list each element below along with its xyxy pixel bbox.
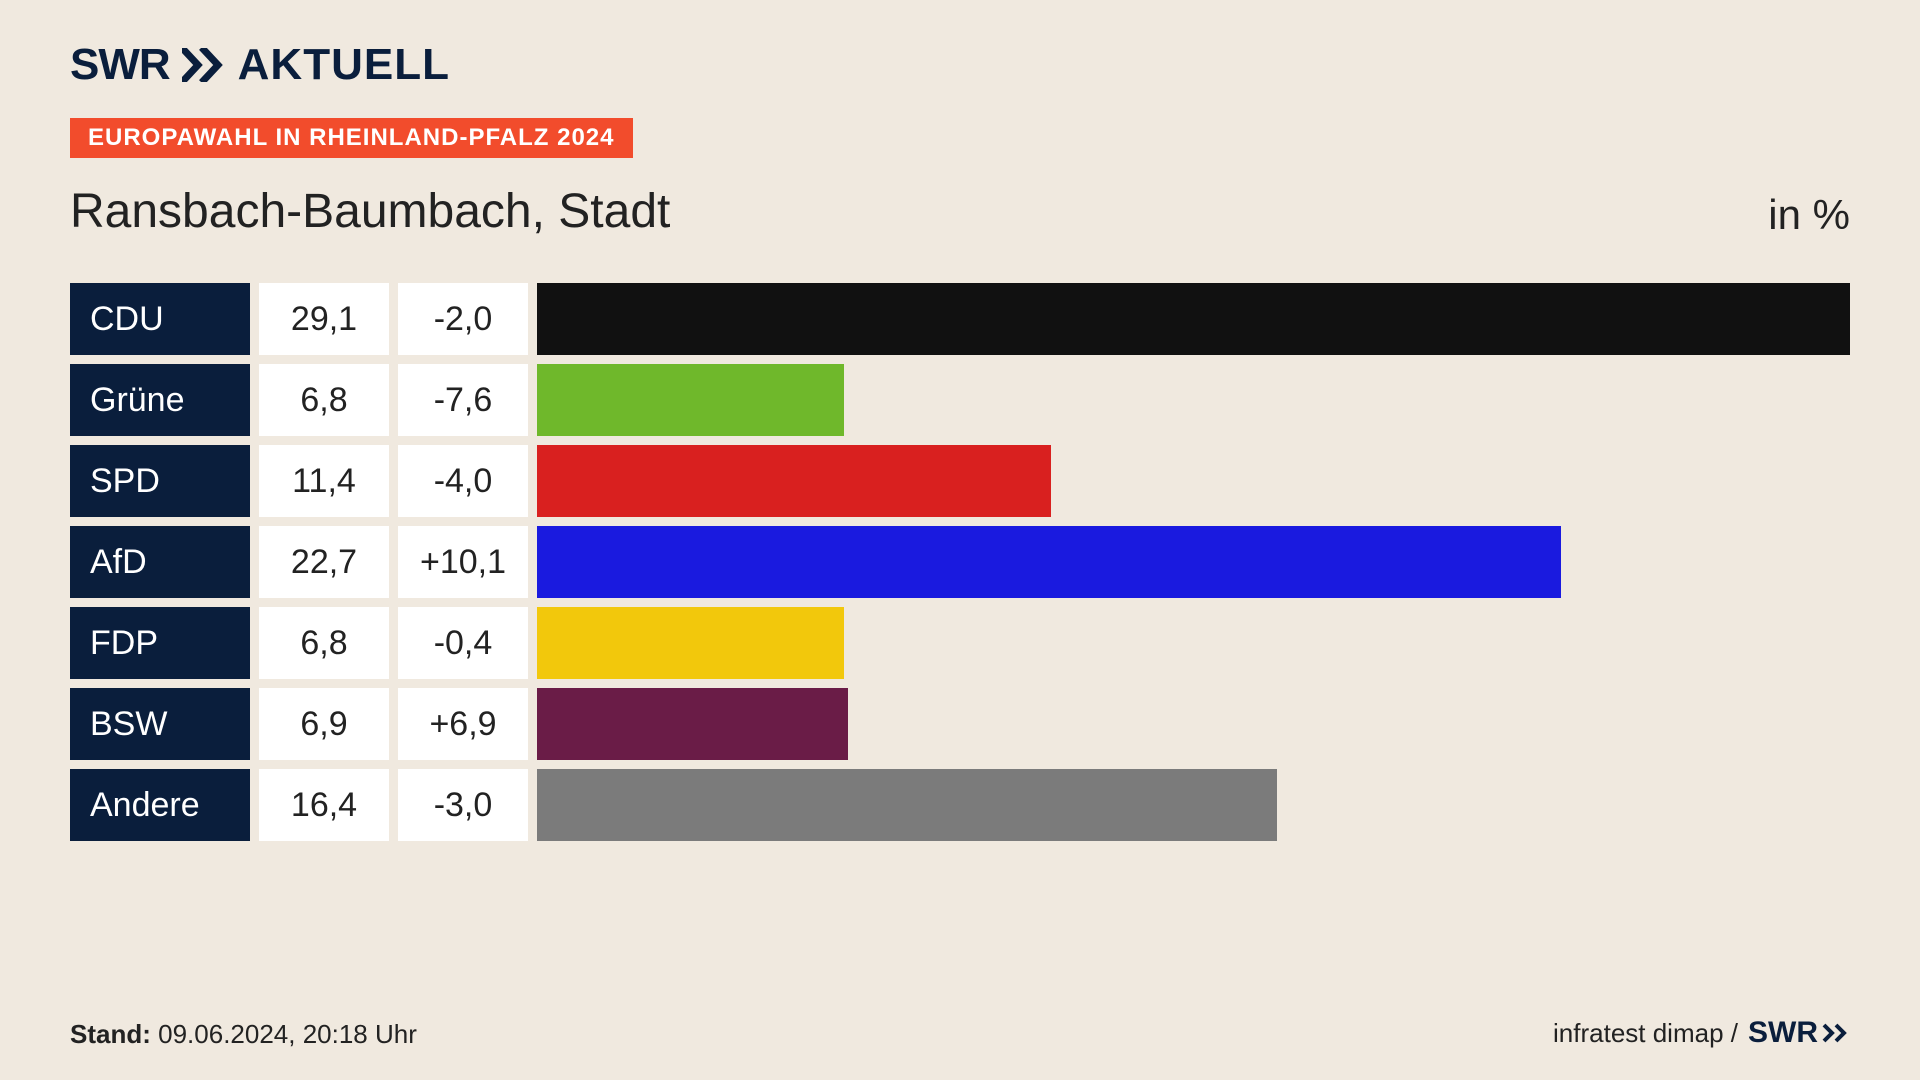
result-row: BSW6,9+6,9	[70, 688, 1850, 760]
results-chart: CDU29,1-2,0Grüne6,8-7,6SPD11,4-4,0AfD22,…	[70, 283, 1850, 841]
bar-area	[537, 445, 1850, 517]
party-value: 29,1	[259, 283, 389, 355]
footer: Stand: 09.06.2024, 20:18 Uhr infratest d…	[70, 986, 1850, 1050]
bar	[537, 283, 1850, 355]
logo-brand: SWR	[70, 40, 170, 90]
party-value: 6,9	[259, 688, 389, 760]
chevrons-icon	[1822, 1023, 1850, 1043]
bar-area	[537, 364, 1850, 436]
party-label: CDU	[70, 283, 250, 355]
bar-area	[537, 688, 1850, 760]
page: SWR AKTUELL EUROPAWAHL IN RHEINLAND-PFAL…	[0, 0, 1920, 1080]
chart-unit: in %	[1768, 191, 1850, 239]
party-value: 16,4	[259, 769, 389, 841]
party-change: +6,9	[398, 688, 528, 760]
result-row: Andere16,4-3,0	[70, 769, 1850, 841]
logo-product: AKTUELL	[238, 40, 450, 90]
title-row: Ransbach-Baumbach, Stadt in %	[70, 184, 1850, 239]
party-value: 22,7	[259, 526, 389, 598]
bar-area	[537, 769, 1850, 841]
header-logo: SWR AKTUELL	[70, 40, 1850, 90]
party-label: AfD	[70, 526, 250, 598]
bar	[537, 526, 1561, 598]
party-label: Grüne	[70, 364, 250, 436]
result-row: AfD22,7+10,1	[70, 526, 1850, 598]
party-change: -7,6	[398, 364, 528, 436]
stand-info: Stand: 09.06.2024, 20:18 Uhr	[70, 1019, 417, 1050]
footer-credit: infratest dimap / SWR	[1553, 1016, 1850, 1050]
bar	[537, 364, 844, 436]
result-row: SPD11,4-4,0	[70, 445, 1850, 517]
party-label: BSW	[70, 688, 250, 760]
bar	[537, 445, 1051, 517]
result-row: FDP6,8-0,4	[70, 607, 1850, 679]
party-value: 11,4	[259, 445, 389, 517]
credit-brand: SWR	[1748, 1016, 1850, 1050]
bar-area	[537, 283, 1850, 355]
party-value: 6,8	[259, 607, 389, 679]
bar-area	[537, 607, 1850, 679]
party-change: -0,4	[398, 607, 528, 679]
election-badge: EUROPAWAHL IN RHEINLAND-PFALZ 2024	[70, 118, 633, 158]
party-label: FDP	[70, 607, 250, 679]
party-label: SPD	[70, 445, 250, 517]
party-value: 6,8	[259, 364, 389, 436]
stand-value: 09.06.2024, 20:18 Uhr	[158, 1019, 417, 1049]
bar-area	[537, 526, 1850, 598]
bar	[537, 688, 848, 760]
chevrons-icon	[182, 48, 226, 82]
chart-title: Ransbach-Baumbach, Stadt	[70, 184, 670, 239]
party-change: -3,0	[398, 769, 528, 841]
bar	[537, 607, 844, 679]
party-label: Andere	[70, 769, 250, 841]
result-row: Grüne6,8-7,6	[70, 364, 1850, 436]
stand-label: Stand:	[70, 1019, 151, 1049]
result-row: CDU29,1-2,0	[70, 283, 1850, 355]
party-change: -2,0	[398, 283, 528, 355]
credit-text: infratest dimap /	[1553, 1018, 1738, 1049]
party-change: +10,1	[398, 526, 528, 598]
party-change: -4,0	[398, 445, 528, 517]
bar	[537, 769, 1277, 841]
